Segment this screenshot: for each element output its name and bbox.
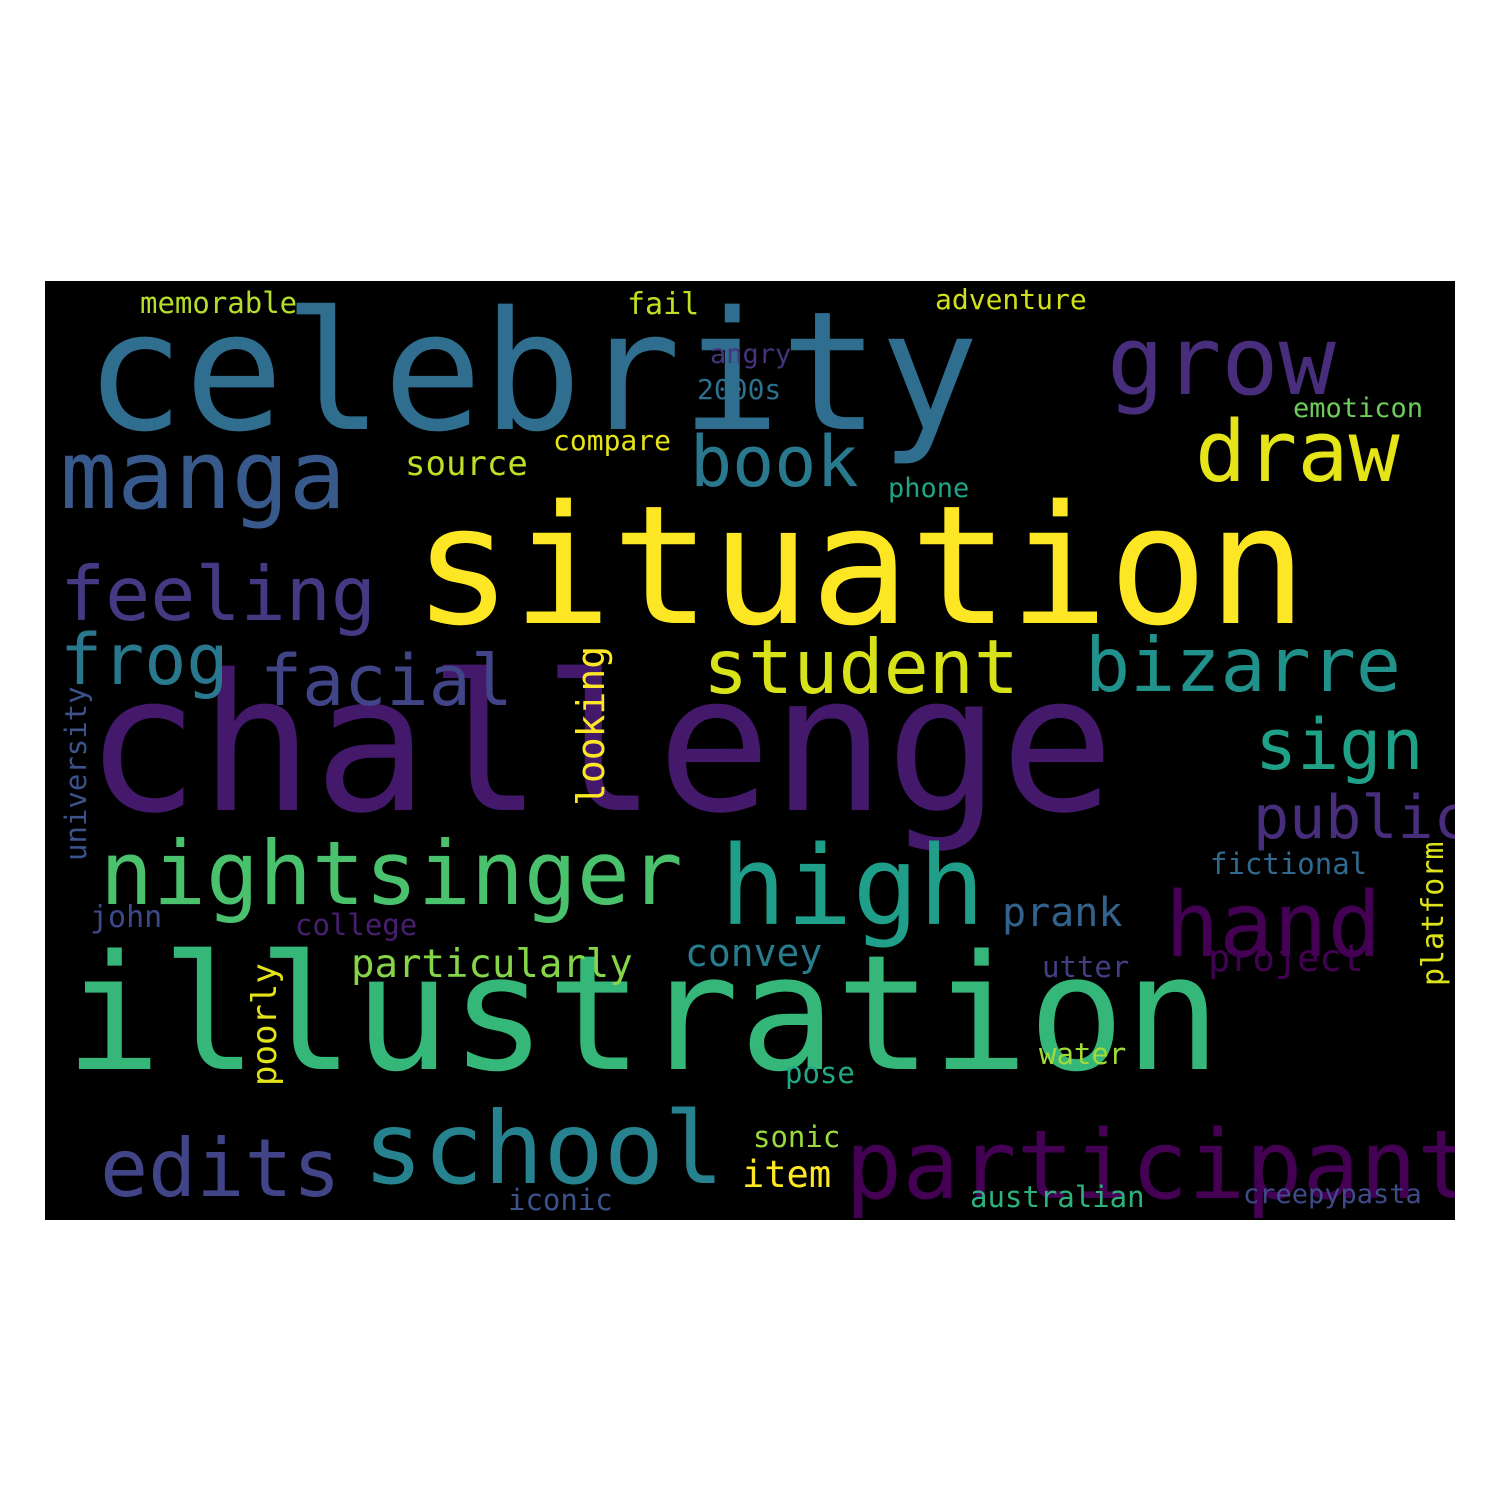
word-bizarre: bizarre — [1085, 621, 1401, 709]
word-memorable: memorable — [140, 286, 297, 320]
word-public: public — [1253, 783, 1455, 853]
word-school: school — [363, 1090, 724, 1207]
word-item: item — [742, 1153, 831, 1196]
word-fail: fail — [627, 287, 699, 322]
word-source: source — [405, 444, 528, 484]
word-university: university — [59, 686, 93, 861]
word-college: college — [295, 908, 417, 942]
word-adventure: adventure — [935, 283, 1087, 316]
word-angry: angry — [710, 339, 791, 370]
word-project: project — [1208, 937, 1364, 980]
word-iconic: iconic — [508, 1183, 613, 1217]
word-utter: utter — [1042, 950, 1129, 984]
word-nightsinger: nightsinger — [100, 822, 683, 925]
word-student: student — [703, 623, 1019, 711]
word-illustration: illustration — [65, 920, 1221, 1107]
word-frog: frog — [60, 619, 229, 701]
word-celebrity: celebrity — [85, 281, 979, 468]
word-phone: phone — [888, 473, 969, 504]
word-water: water — [1039, 1037, 1126, 1071]
word-2000s: 2000s — [697, 373, 781, 406]
word-poorly: poorly — [245, 963, 285, 1086]
word-prank: prank — [1002, 890, 1122, 936]
word-platform: platform — [1416, 842, 1451, 987]
word-sign: sign — [1255, 704, 1424, 786]
word-participant: participant — [845, 1111, 1455, 1220]
word-particularly: particularly — [351, 942, 633, 987]
word-compare: compare — [553, 424, 671, 457]
word-pose: pose — [785, 1056, 855, 1090]
word-draw: draw — [1195, 403, 1401, 502]
word-hand: hand — [1165, 873, 1382, 978]
word-creepypasta: creepypasta — [1243, 1179, 1422, 1210]
word-high: high — [720, 822, 985, 950]
word-emoticon: emoticon — [1293, 393, 1423, 424]
word-situation: situation — [413, 470, 1307, 662]
word-challenge: challenge — [85, 634, 1115, 855]
word-feeling: feeling — [60, 550, 376, 638]
word-facial: facial — [260, 640, 513, 722]
word-book: book — [690, 421, 859, 503]
word-grow: grow — [1107, 307, 1337, 417]
word-fictional: fictional — [1210, 847, 1367, 881]
word-edits: edits — [100, 1122, 341, 1215]
word-convey: convey — [685, 931, 822, 975]
word-cloud: celebrity situation challenge illustration m… — [45, 281, 1455, 1220]
word-manga: manga — [60, 421, 346, 531]
word-john: john — [90, 900, 162, 935]
word-sonic: sonic — [753, 1120, 840, 1154]
word-looking: looking — [569, 646, 613, 806]
word-australian: australian — [970, 1180, 1145, 1214]
